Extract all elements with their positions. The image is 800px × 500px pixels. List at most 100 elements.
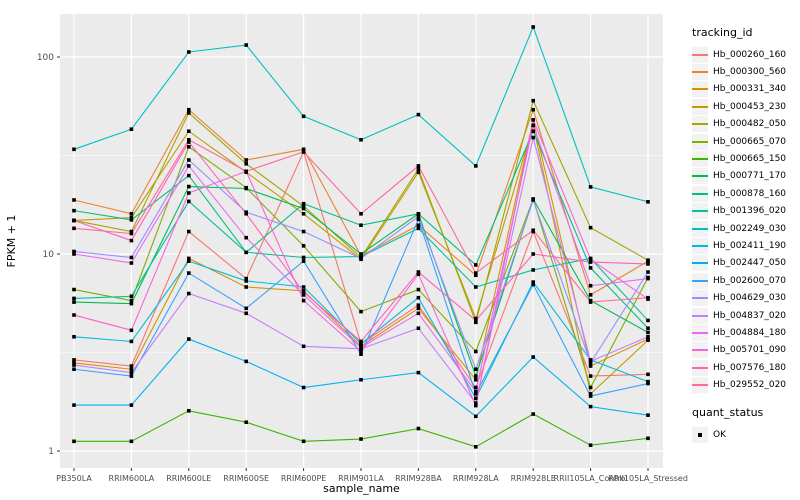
data-point bbox=[588, 283, 593, 288]
data-point bbox=[187, 107, 191, 112]
data-point bbox=[244, 279, 248, 283]
legend-key-line-icon bbox=[692, 307, 708, 324]
x-axis-title: sample_name bbox=[323, 482, 400, 495]
data-point bbox=[646, 262, 650, 266]
data-point bbox=[72, 147, 76, 152]
data-point bbox=[129, 231, 134, 236]
y-axis-title: FPKM + 1 bbox=[5, 215, 18, 268]
data-point bbox=[129, 439, 134, 444]
legend-item: Hb_002249_030 bbox=[692, 220, 798, 237]
legend-key-line-icon bbox=[692, 81, 708, 98]
legend-item: Hb_000482_050 bbox=[692, 116, 798, 133]
legend-item-label: Hb_000300_560 bbox=[713, 67, 787, 78]
data-point bbox=[129, 298, 134, 303]
data-point bbox=[72, 218, 76, 223]
data-point bbox=[416, 167, 421, 171]
data-point bbox=[474, 320, 478, 325]
data-point bbox=[301, 255, 306, 260]
x-tick-label: RRIM600LE bbox=[166, 474, 211, 483]
legend-quant-items: OK bbox=[692, 426, 798, 443]
data-point bbox=[187, 199, 191, 204]
legend-item: Hb_004629_030 bbox=[692, 289, 798, 307]
data-point bbox=[646, 200, 650, 204]
legend-item-quant: OK bbox=[692, 426, 798, 443]
data-point bbox=[359, 342, 363, 346]
data-point bbox=[72, 252, 76, 256]
data-point bbox=[359, 339, 363, 344]
data-point bbox=[72, 334, 76, 339]
data-point bbox=[187, 408, 191, 413]
data-point bbox=[72, 358, 76, 362]
data-point bbox=[646, 334, 650, 339]
data-point bbox=[646, 379, 650, 384]
data-point bbox=[588, 394, 593, 398]
data-point bbox=[646, 338, 650, 343]
series-color-swatch bbox=[692, 105, 708, 108]
legend-item-label: Hb_029552_020 bbox=[713, 380, 787, 391]
series-color-swatch bbox=[692, 71, 708, 74]
data-point bbox=[531, 123, 535, 128]
data-point bbox=[187, 137, 191, 142]
legend-item: Hb_001396_020 bbox=[692, 203, 798, 220]
data-point bbox=[588, 293, 593, 297]
data-point bbox=[244, 211, 248, 216]
data-point bbox=[646, 436, 650, 441]
legend-key-square-icon bbox=[692, 426, 708, 443]
data-point bbox=[588, 266, 593, 270]
data-point bbox=[416, 164, 421, 168]
data-point bbox=[187, 184, 191, 189]
data-point bbox=[359, 349, 363, 354]
data-point bbox=[244, 285, 248, 289]
data-point bbox=[416, 112, 421, 117]
legend-item: Hb_000300_560 bbox=[692, 63, 798, 81]
data-point bbox=[588, 260, 593, 264]
data-point bbox=[416, 211, 421, 216]
data-point bbox=[474, 377, 478, 382]
legend-item-label: Hb_000665_070 bbox=[713, 136, 787, 147]
series-color-swatch bbox=[692, 314, 708, 317]
data-point bbox=[474, 403, 478, 408]
data-point bbox=[588, 374, 593, 378]
legend-item-label: Hb_002600_070 bbox=[713, 275, 787, 286]
data-point bbox=[646, 381, 650, 386]
data-point bbox=[416, 226, 421, 231]
data-point bbox=[301, 206, 306, 211]
data-point bbox=[244, 235, 248, 240]
legend-item-label: Hb_000331_340 bbox=[713, 84, 787, 95]
series-color-swatch bbox=[692, 158, 708, 161]
data-point bbox=[416, 311, 421, 316]
data-point bbox=[474, 285, 478, 289]
data-point bbox=[301, 293, 306, 297]
legend-item: Hb_029552_020 bbox=[692, 376, 798, 394]
data-point bbox=[187, 145, 191, 149]
legend-key-line-icon bbox=[692, 272, 708, 289]
data-point bbox=[72, 208, 76, 213]
data-point bbox=[187, 259, 191, 263]
legend-item: Hb_002411_190 bbox=[692, 237, 798, 254]
series-color-swatch bbox=[692, 123, 708, 126]
data-point bbox=[359, 352, 363, 357]
legend-item-label: Hb_002447_050 bbox=[713, 258, 787, 269]
data-point bbox=[588, 392, 593, 396]
series-color-swatch bbox=[692, 175, 708, 178]
legend-item-label: Hb_004629_030 bbox=[713, 293, 787, 304]
series-color-swatch bbox=[692, 279, 708, 282]
data-point bbox=[301, 285, 306, 289]
data-point bbox=[244, 420, 248, 425]
x-tick-label: RRIM928LA bbox=[453, 474, 499, 483]
legend-key-line-icon bbox=[692, 168, 708, 185]
data-point bbox=[531, 252, 535, 256]
x-tick-label: RRIM600PE bbox=[281, 474, 327, 483]
data-point bbox=[531, 98, 535, 103]
data-point bbox=[301, 201, 306, 206]
data-point bbox=[359, 211, 363, 216]
series-color-swatch bbox=[692, 192, 708, 195]
legend-key-line-icon bbox=[692, 220, 708, 237]
data-point bbox=[72, 300, 76, 304]
legend-item: Hb_005701_090 bbox=[692, 342, 798, 359]
data-point bbox=[72, 403, 76, 407]
x-tick-label: PB350LA bbox=[56, 474, 92, 483]
data-point bbox=[416, 170, 421, 175]
legend-quant-status-block: quant_status OK bbox=[692, 406, 798, 443]
data-point bbox=[301, 439, 306, 444]
